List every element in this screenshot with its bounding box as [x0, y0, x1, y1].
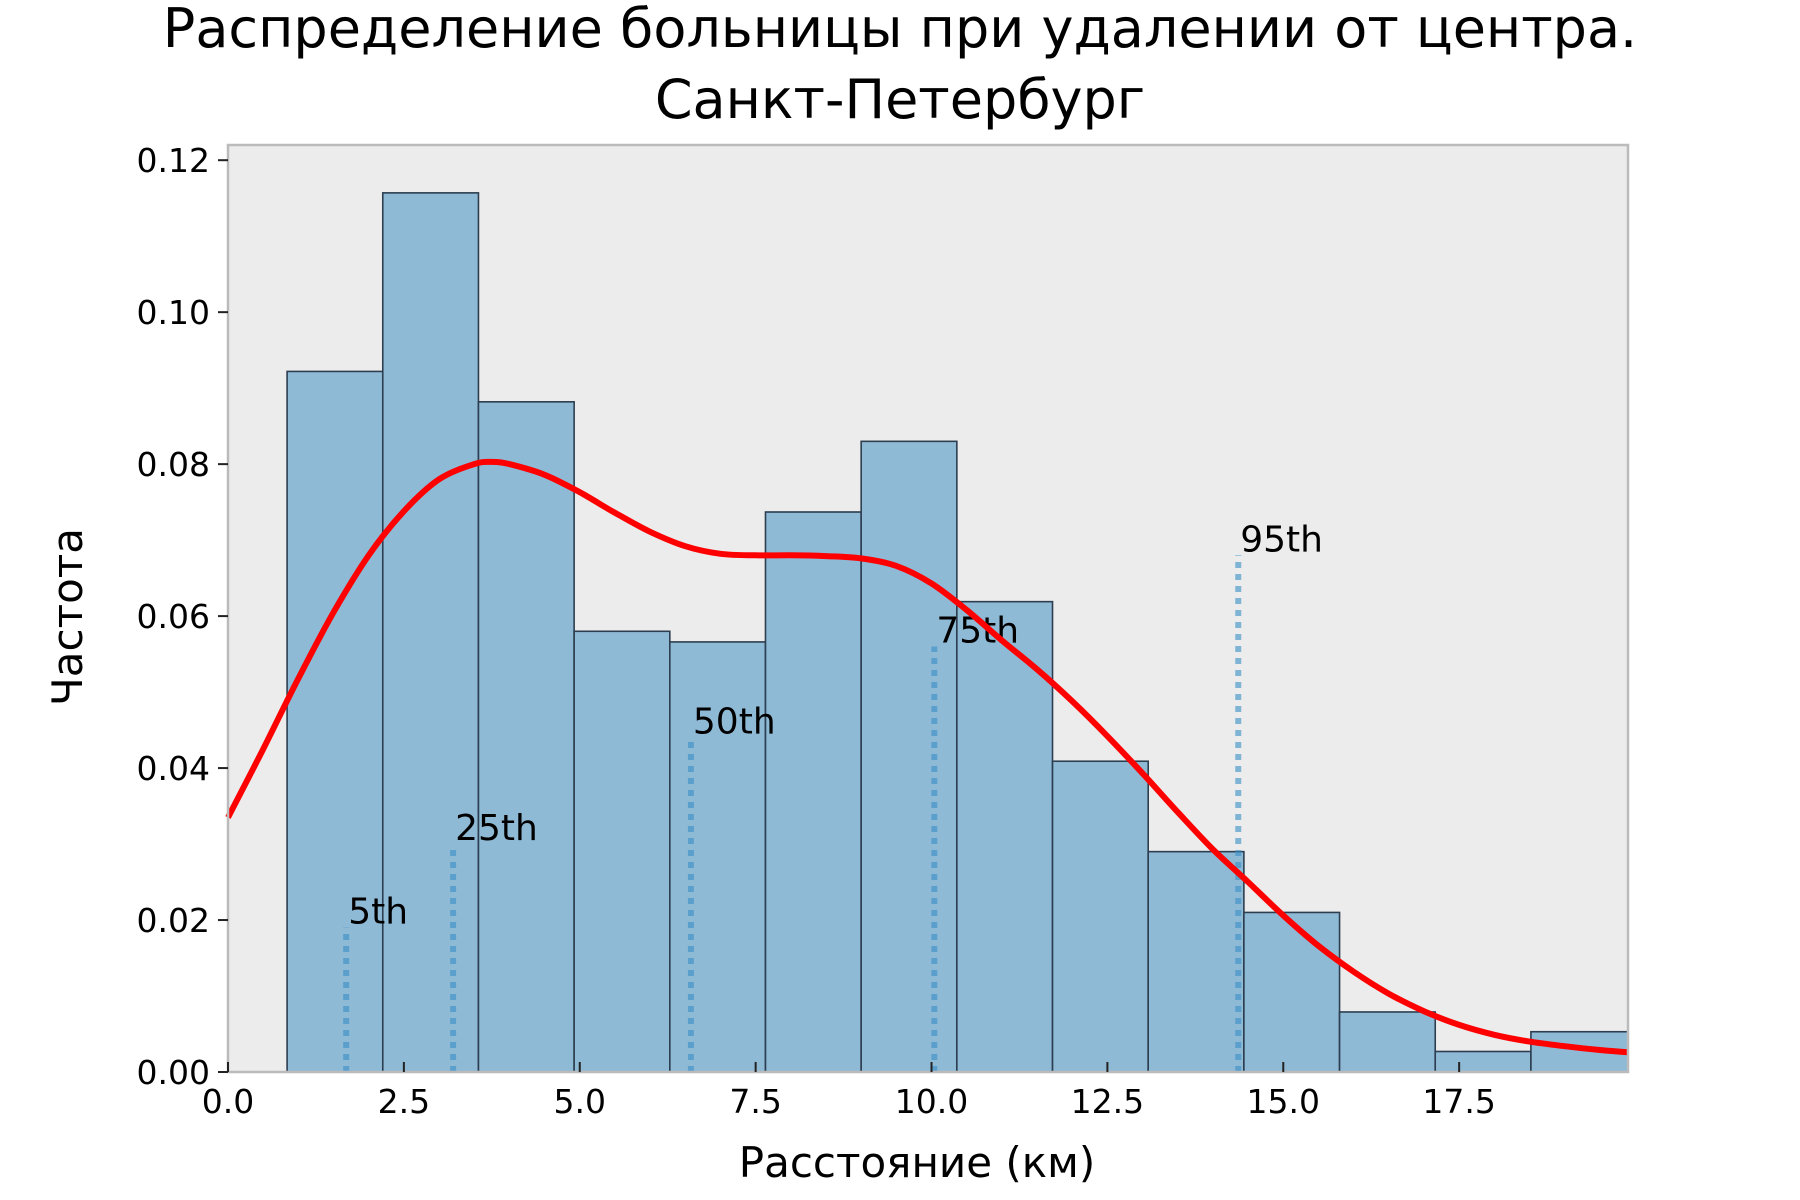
- histogram-bar-3: [477, 401, 575, 1073]
- histogram-bar-11: [1243, 911, 1341, 1073]
- histogram-bar-4: [573, 630, 671, 1073]
- y-tick-label: 0.06: [137, 597, 210, 636]
- y-tick-label: 0.12: [137, 141, 210, 180]
- histogram-bar-10: [1147, 850, 1245, 1073]
- percentile-label-50th: 50th: [693, 702, 776, 743]
- histogram-bar-2: [381, 192, 480, 1073]
- x-tick-label: 2.5: [378, 1082, 430, 1121]
- x-tick-label: 10.0: [895, 1082, 968, 1121]
- y-tick-label: 0.04: [137, 749, 210, 788]
- x-tick-label: 15.0: [1247, 1082, 1320, 1121]
- x-tick-label: 12.5: [1071, 1082, 1144, 1121]
- histogram-bars: [286, 192, 1629, 1073]
- density-curve: [225, 458, 1629, 1056]
- percentile-label-25th: 25th: [455, 808, 538, 849]
- x-tick-label: 7.5: [729, 1082, 781, 1121]
- y-tick-label: 0.02: [137, 901, 210, 940]
- x-tick-label: 17.5: [1422, 1082, 1495, 1121]
- x-tick-label: 5.0: [554, 1082, 606, 1121]
- histogram-bar-12: [1338, 1011, 1437, 1073]
- histogram-bar-7: [860, 440, 958, 1073]
- x-axis-label: Расстояние (км): [739, 1138, 1095, 1187]
- y-tick-label: 0.08: [137, 445, 210, 484]
- histogram-bar-6: [764, 511, 862, 1073]
- histogram-bar-9: [1051, 760, 1150, 1073]
- chart-title: Распределение больницы при удалении от ц…: [163, 0, 1637, 131]
- y-tick-label: 0.10: [137, 293, 210, 332]
- percentile-label-95th: 95th: [1240, 519, 1323, 560]
- y-axis-ticks: 0.00 0.02 0.04 0.06 0.08 0.10 0.12: [137, 141, 228, 1092]
- plot-frame: [226, 143, 1630, 1074]
- histogram-bar-8: [956, 600, 1054, 1073]
- x-axis-ticks: 0.0 2.5 5.0 7.5 10.0 12.5 15.0 17.5: [202, 1062, 1496, 1121]
- y-tick-label: 0.00: [137, 1053, 210, 1092]
- chart-title-line-2: Санкт-Петербург: [655, 68, 1145, 131]
- percentile-label-5th: 5th: [348, 892, 408, 933]
- x-tick-label: 0.0: [202, 1082, 254, 1121]
- y-axis-label: Частота: [43, 528, 92, 706]
- chart-title-line-1: Распределение больницы при удалении от ц…: [163, 0, 1637, 60]
- histogram-bar-1: [286, 370, 384, 1073]
- histogram-bar-13: [1434, 1050, 1532, 1073]
